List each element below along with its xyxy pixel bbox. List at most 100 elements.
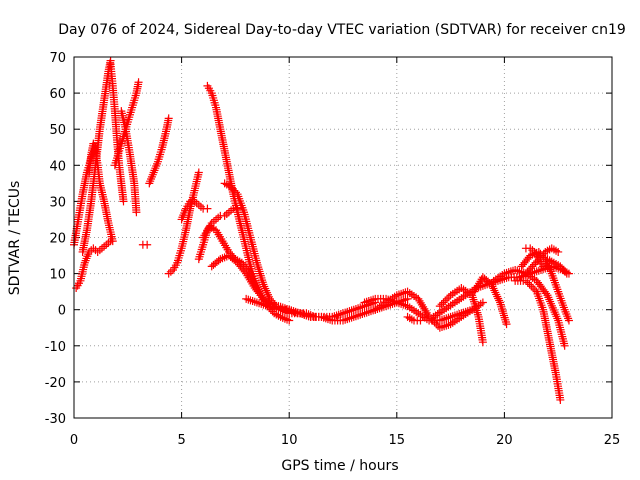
data-point	[194, 168, 203, 177]
data-point-interp	[362, 308, 371, 317]
data-point	[164, 114, 173, 123]
data-point-interp	[250, 297, 259, 306]
data-point-interp	[262, 286, 271, 295]
series-arc23	[470, 273, 511, 329]
data-point	[143, 240, 152, 249]
data-point	[478, 298, 487, 307]
series-arc4	[85, 139, 117, 246]
data-point-interp	[214, 213, 223, 222]
data-point-interp	[354, 311, 363, 320]
series-arc29	[543, 255, 571, 278]
data-point-interp	[419, 302, 428, 311]
data-point	[89, 244, 98, 253]
data-point	[564, 316, 573, 325]
x-tick-label: 5	[177, 433, 185, 448]
data-point	[521, 276, 530, 285]
data-point-interp	[401, 288, 410, 297]
data-point-interp	[166, 267, 175, 276]
data-point-interp	[498, 307, 507, 316]
data-point	[224, 208, 233, 217]
data-point-interp	[492, 290, 501, 299]
grid	[74, 57, 612, 418]
data-point-interp	[529, 284, 538, 293]
data-point	[194, 201, 203, 210]
data-point-interp	[472, 283, 481, 292]
x-tick-label: 20	[496, 433, 513, 448]
data-point-interp	[544, 263, 553, 272]
series-arc20	[403, 312, 425, 325]
data-point-interp	[530, 285, 539, 294]
data-point	[435, 323, 444, 332]
data-point-interp	[440, 322, 449, 331]
data-point-interp	[527, 282, 536, 291]
data-point-interp	[300, 310, 309, 319]
data-point-interp	[243, 271, 252, 280]
series-arc11	[177, 197, 212, 224]
data-point-interp	[417, 300, 426, 309]
y-tick-label: 0	[58, 304, 66, 319]
data-point-interp	[432, 320, 441, 329]
series-arc25	[511, 276, 565, 404]
data-point-interp	[345, 307, 354, 316]
data-point	[134, 78, 143, 87]
x-tick-label: 10	[281, 433, 298, 448]
data-point	[414, 294, 423, 303]
x-tick-label: 15	[389, 433, 406, 448]
x-axis-label: GPS time / hours	[281, 458, 398, 474]
data-point-interp	[347, 313, 356, 322]
data-point-interp	[245, 275, 254, 284]
data-point	[259, 280, 268, 289]
data-point	[93, 247, 102, 256]
data-point-interp	[422, 308, 431, 317]
series-arc22	[435, 284, 487, 347]
data-point	[360, 309, 369, 318]
y-tick-label: -30	[45, 412, 66, 427]
data-point-interp	[263, 288, 272, 297]
data-point-interp	[231, 188, 240, 197]
data-point-interp	[291, 307, 300, 316]
data-point-interp	[491, 288, 500, 297]
data-point	[349, 305, 358, 314]
data-point-interp	[364, 307, 373, 316]
series-arc8	[138, 240, 152, 249]
data-point-interp	[332, 311, 341, 320]
data-point-interp	[475, 279, 484, 288]
y-tick-label: 20	[49, 232, 66, 247]
data-point-interp	[469, 295, 478, 304]
data-point-interp	[256, 269, 265, 278]
data-point-interp	[341, 315, 350, 324]
data-point-interp	[499, 311, 508, 320]
data-point-interp	[428, 316, 437, 325]
data-point-interp	[401, 301, 410, 310]
data-point-interp	[546, 267, 555, 276]
data-point-interp	[358, 310, 367, 319]
data-point-interp	[490, 286, 499, 295]
data-point-interp	[248, 279, 257, 288]
series-arc2	[72, 237, 115, 293]
data-point-interp	[473, 310, 482, 319]
data-point-interp	[244, 273, 253, 282]
data-point-interp	[222, 210, 231, 219]
data-point-interp	[356, 303, 365, 312]
data-point-interp	[437, 315, 446, 324]
data-point-interp	[444, 313, 453, 322]
data-point-interp	[501, 317, 510, 326]
data-point-interp	[499, 309, 508, 318]
data-point	[242, 294, 251, 303]
data-point-interp	[525, 280, 534, 289]
x-tick-label: 25	[604, 433, 621, 448]
x-tick-labels: 0 5 10 15 20 25	[70, 57, 620, 448]
data-point-interp	[343, 307, 352, 316]
y-tick-label: -10	[45, 340, 66, 355]
data-point-interp	[351, 304, 360, 313]
data-point-interp	[196, 202, 205, 211]
series-arc10	[164, 168, 203, 278]
data-point-interp	[443, 294, 452, 303]
data-point-interp	[356, 310, 365, 319]
data-point	[339, 309, 347, 318]
data-point	[102, 240, 111, 249]
series-arc28	[521, 244, 548, 271]
data-point-interp	[416, 298, 425, 307]
data-point-interp	[494, 294, 503, 303]
